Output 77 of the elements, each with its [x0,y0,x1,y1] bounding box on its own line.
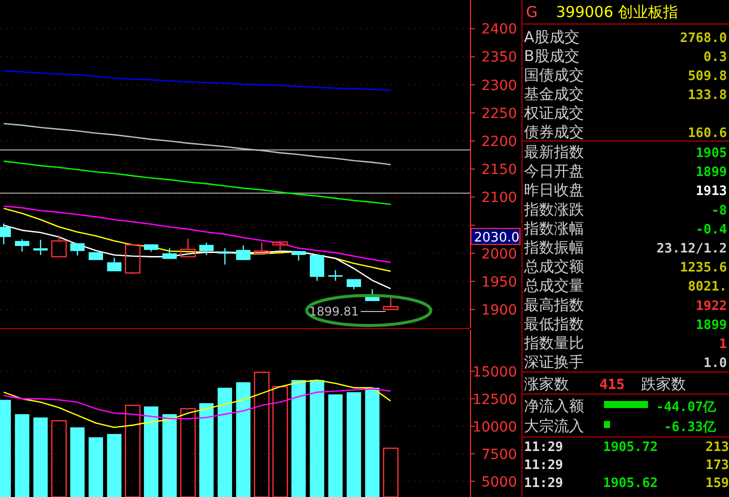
text: 1905.72 [603,440,658,455]
text: G [526,3,538,21]
y-tick-label: 2200 [481,134,517,150]
line-series [3,224,392,290]
text: 1905 [696,146,727,161]
category-label: A股成交 [524,28,580,46]
text: 415 [599,377,625,393]
category-label: 指数振幅 [523,238,584,256]
text: 509.8 [688,69,727,84]
category-label: B股成交 [524,47,580,65]
category-label: 总成交量 [523,276,584,295]
text: 大宗流入 [524,417,584,435]
text: 1.0 [704,356,727,372]
category-label: 指数涨幅 [523,219,584,238]
text: -0.4 [696,222,727,238]
text: 11:29 [524,476,564,491]
annotation: 1899.81 [309,304,359,318]
text: 160.6 [688,126,727,141]
category-label: 总成交额 [523,258,584,276]
text: 11:29 [524,458,564,473]
line-series [3,208,392,272]
text: 213 [706,440,729,455]
text: 2768.0 [680,31,727,46]
line-series [3,160,392,206]
text: -6.33亿 [664,420,717,435]
category-label: 深证换手 [524,353,584,372]
y-tick-label: 5000 [481,474,517,490]
category-label: 基金成交 [524,85,584,103]
category-label: 最高指数 [524,296,584,314]
y-tick-label: 2350 [481,50,517,66]
category-label: 今日开盘 [524,162,584,180]
category-label: 债券成交 [524,123,584,141]
text: -44.07亿 [656,400,717,415]
line-series [3,388,392,420]
text: 1899 [696,165,727,180]
text: 23.12/1.2 [656,242,727,256]
line-series [3,122,392,166]
y-tick-label: 2300 [481,78,517,94]
y-tick-label: 2150 [481,162,517,178]
text: 跌家数 [641,375,686,393]
y-tick-label: 2250 [481,106,517,122]
text: 净流入额 [524,397,584,415]
line-series [3,70,392,92]
y-tick-label: 12500 [472,392,517,408]
text: 399006 创业板指 [556,3,678,21]
category-label: 指数量比 [523,334,584,352]
y-tick-label: 7500 [481,446,517,463]
category-label: 最低指数 [524,314,584,333]
line-series [3,379,392,428]
text: 1235.6 [680,260,727,276]
text: 133.8 [688,88,727,103]
y-tick-label: 2400 [481,22,517,38]
text: 159 [706,476,729,491]
y-tick-label: 1900 [481,302,517,318]
category-label: 最新指数 [524,143,584,161]
text: 8021. [688,280,727,295]
text: 涨家数 [524,375,569,393]
text: 0.3 [704,50,727,65]
text: 1899 [696,318,727,333]
line-series [3,205,392,263]
y-tick-label: 1950 [481,274,517,290]
text: 1913 [696,184,727,200]
text: 1905.62 [603,476,658,491]
text: 1 [719,337,727,352]
category-label: 指数涨跌 [523,200,584,218]
text: 1922 [696,298,727,314]
category-label: 昨日收盘 [524,181,584,200]
category-label: 权证成交 [523,104,584,122]
text: -8 [711,203,727,218]
text: 11:29 [524,440,564,455]
y-tick-label: 2000 [481,246,517,262]
text: 173 [706,458,729,473]
y-tick-label: 2100 [481,190,517,206]
category-label: 国债成交 [524,66,584,84]
y-tick-label: 15000 [472,364,517,380]
y-tick-label: 10000 [472,419,517,436]
text: 2030.0 [474,230,520,246]
